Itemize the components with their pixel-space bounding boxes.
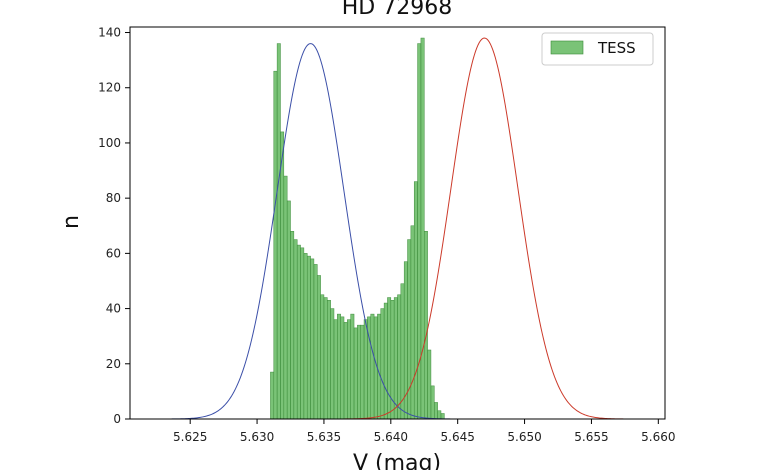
histogram-bar: [320, 294, 325, 420]
histogram-bar: [440, 413, 445, 420]
histogram-bar: [280, 131, 285, 420]
histogram-bar: [363, 319, 368, 420]
chart-title: HD 72968: [342, 0, 452, 20]
histogram-bar: [303, 253, 308, 420]
histogram-bar: [383, 302, 388, 420]
histogram-bar: [407, 239, 412, 420]
histogram-bar: [347, 319, 351, 420]
histogram-bar: [330, 308, 335, 420]
x-tick-label: 5.630: [240, 430, 274, 444]
histogram-bar: [357, 324, 361, 420]
x-axis-label: V (mag): [353, 451, 441, 470]
histogram-bar: [387, 297, 392, 420]
histogram-bar: [413, 181, 418, 420]
y-tick-label: 0: [113, 412, 121, 426]
x-tick-label: 5.645: [441, 430, 475, 444]
histogram-bar: [370, 313, 375, 420]
histogram-bar: [350, 313, 355, 420]
x-tick-label: 5.625: [173, 430, 207, 444]
histogram-bar: [296, 244, 301, 420]
x-tick-label: 5.650: [507, 430, 541, 444]
plot-area: 5.625 5.630 5.635 5.640 5.645 5.650 5.655 5.660…: [98, 26, 675, 444]
histogram-bar: [343, 322, 348, 420]
histogram-bar: [340, 316, 345, 420]
y-axis-ticks: 0 20 40 60 80 100 120 140: [98, 26, 130, 426]
histogram-bar: [393, 297, 398, 420]
histogram-bars: [270, 37, 445, 420]
histogram-bar: [353, 327, 358, 420]
x-tick-label: 5.655: [574, 430, 608, 444]
x-tick-label: 5.635: [307, 430, 341, 444]
legend: TESS: [541, 32, 654, 66]
x-axis-ticks: 5.625 5.630 5.635 5.640 5.645 5.650 5.655 5.660: [173, 419, 675, 444]
histogram-bar: [300, 247, 305, 420]
histogram-bar: [327, 300, 331, 420]
histogram-bar: [283, 175, 288, 420]
y-tick-label: 100: [98, 136, 121, 150]
histogram-bar: [310, 258, 315, 420]
y-axis-label: n: [59, 215, 84, 229]
x-tick-label: 5.640: [374, 430, 408, 444]
histogram-bar: [360, 324, 365, 420]
histogram-bar: [377, 313, 382, 420]
histogram-bar: [290, 231, 295, 420]
histogram-bar: [313, 264, 318, 420]
y-tick-label: 40: [106, 302, 121, 316]
y-tick-label: 120: [98, 81, 121, 95]
histogram-bar: [293, 239, 298, 420]
histogram-bar: [420, 37, 425, 420]
histogram-bar: [427, 349, 432, 420]
histogram-bar: [337, 313, 341, 420]
histogram-bar: [323, 297, 328, 420]
histogram-bar: [286, 200, 291, 420]
histogram-bar: [430, 385, 435, 420]
histogram-bar: [434, 402, 438, 420]
histogram-bar: [317, 275, 321, 420]
histogram-bar: [437, 410, 442, 420]
histogram-bar: [306, 255, 311, 420]
legend-label-tess: TESS: [597, 39, 636, 57]
histogram-bar: [410, 225, 415, 420]
histogram-bar: [276, 43, 281, 420]
histogram-bar: [273, 70, 278, 420]
histogram-bar: [424, 231, 428, 420]
histogram-bar: [397, 294, 402, 420]
axes-frame: [129, 26, 666, 420]
y-tick-label: 80: [106, 191, 121, 205]
x-tick-label: 5.660: [641, 430, 675, 444]
y-tick-label: 60: [106, 246, 121, 260]
legend-swatch-tess: [550, 40, 584, 55]
y-tick-label: 140: [98, 26, 121, 40]
histogram-bar: [270, 371, 275, 420]
histogram-bar: [333, 319, 338, 420]
y-tick-label: 20: [106, 357, 121, 371]
histogram-bar: [380, 308, 385, 420]
